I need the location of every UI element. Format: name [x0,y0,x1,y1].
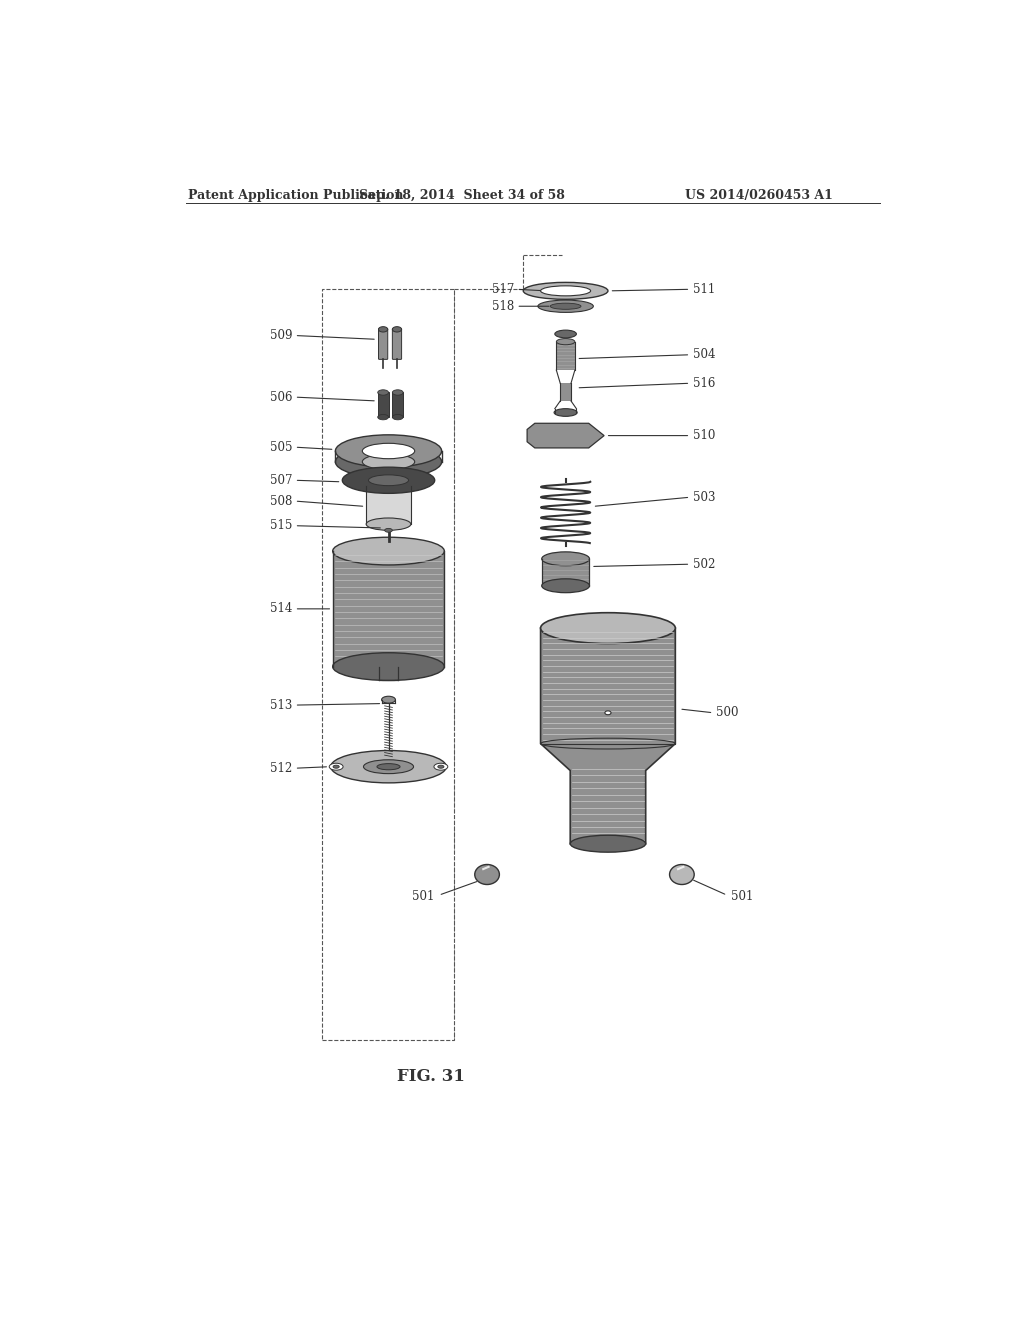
Text: 518: 518 [492,300,514,313]
Ellipse shape [556,339,574,345]
Ellipse shape [542,552,590,566]
Ellipse shape [523,282,608,300]
Text: 502: 502 [692,557,715,570]
Ellipse shape [434,763,447,770]
Ellipse shape [382,696,395,704]
Polygon shape [527,424,604,447]
Ellipse shape [330,763,343,770]
Text: FIG. 31: FIG. 31 [397,1068,465,1085]
Ellipse shape [550,304,581,309]
Bar [322,289,454,1040]
Ellipse shape [364,760,414,774]
Text: 506: 506 [269,391,292,404]
Ellipse shape [554,409,578,416]
Text: 512: 512 [270,762,292,775]
Text: 503: 503 [692,491,715,504]
Bar [378,392,388,417]
Ellipse shape [378,389,388,395]
Ellipse shape [392,326,401,333]
FancyBboxPatch shape [392,329,401,359]
Text: 501: 501 [731,890,754,903]
Text: 513: 513 [270,698,292,711]
Text: 509: 509 [269,329,292,342]
Text: 501: 501 [413,890,435,903]
Ellipse shape [385,528,392,532]
Bar [333,552,444,667]
Text: 504: 504 [692,348,715,362]
Polygon shape [541,628,676,843]
Bar [560,383,571,401]
Text: 500: 500 [716,706,738,719]
Text: 508: 508 [270,495,292,508]
Ellipse shape [538,300,593,313]
Text: 516: 516 [692,376,715,389]
Ellipse shape [555,330,577,338]
Ellipse shape [475,865,500,884]
Bar [392,392,403,417]
Ellipse shape [377,763,400,770]
Ellipse shape [362,454,415,470]
Text: 505: 505 [269,441,292,454]
Ellipse shape [541,286,591,296]
Ellipse shape [331,751,446,783]
Text: 507: 507 [269,474,292,487]
Text: US 2014/0260453 A1: US 2014/0260453 A1 [685,189,833,202]
Ellipse shape [542,578,590,593]
Ellipse shape [362,444,415,459]
Bar [542,558,590,586]
Ellipse shape [570,836,646,853]
Ellipse shape [392,389,403,395]
Ellipse shape [379,326,388,333]
Ellipse shape [670,865,694,884]
Ellipse shape [541,612,676,644]
Ellipse shape [336,446,441,478]
Bar [556,342,574,370]
Text: 514: 514 [270,602,292,615]
Ellipse shape [378,414,388,420]
Ellipse shape [333,653,444,681]
Text: 510: 510 [692,429,715,442]
Ellipse shape [605,711,611,714]
Ellipse shape [367,517,411,531]
Text: 517: 517 [492,282,514,296]
Ellipse shape [438,766,444,768]
Ellipse shape [392,414,403,420]
Text: Patent Application Publication: Patent Application Publication [188,189,403,202]
Ellipse shape [333,537,444,565]
Text: 515: 515 [270,519,292,532]
Ellipse shape [336,434,441,467]
Ellipse shape [342,467,435,494]
Ellipse shape [369,475,409,486]
Ellipse shape [333,766,339,768]
Ellipse shape [367,479,411,492]
FancyBboxPatch shape [379,329,388,359]
Bar [367,486,411,524]
Text: 511: 511 [692,282,715,296]
Text: Sep. 18, 2014  Sheet 34 of 58: Sep. 18, 2014 Sheet 34 of 58 [358,189,564,202]
